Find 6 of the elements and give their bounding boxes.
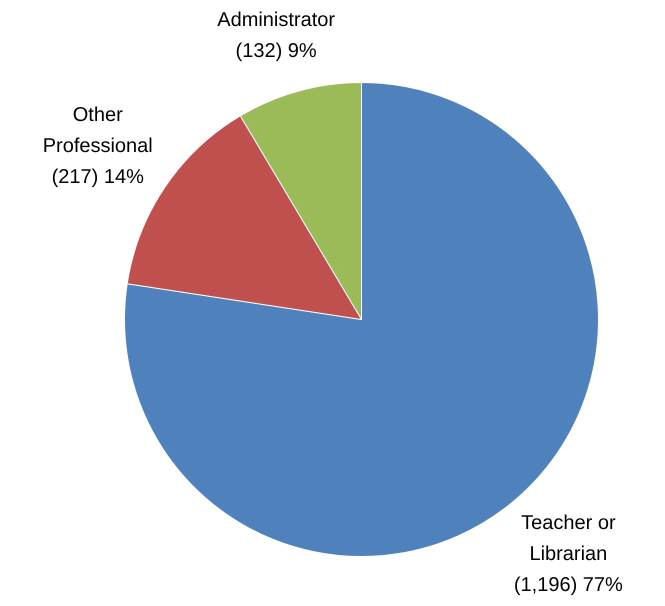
slice-label: Teacher or Librarian [521,512,616,565]
data-label: (217) 14% [52,166,144,188]
slice-label: Other Professional [42,104,153,158]
data-label: (1,196) 77% [514,574,624,596]
slice-label: Administrator [217,9,336,32]
data-label: (132) 9% [236,40,317,62]
